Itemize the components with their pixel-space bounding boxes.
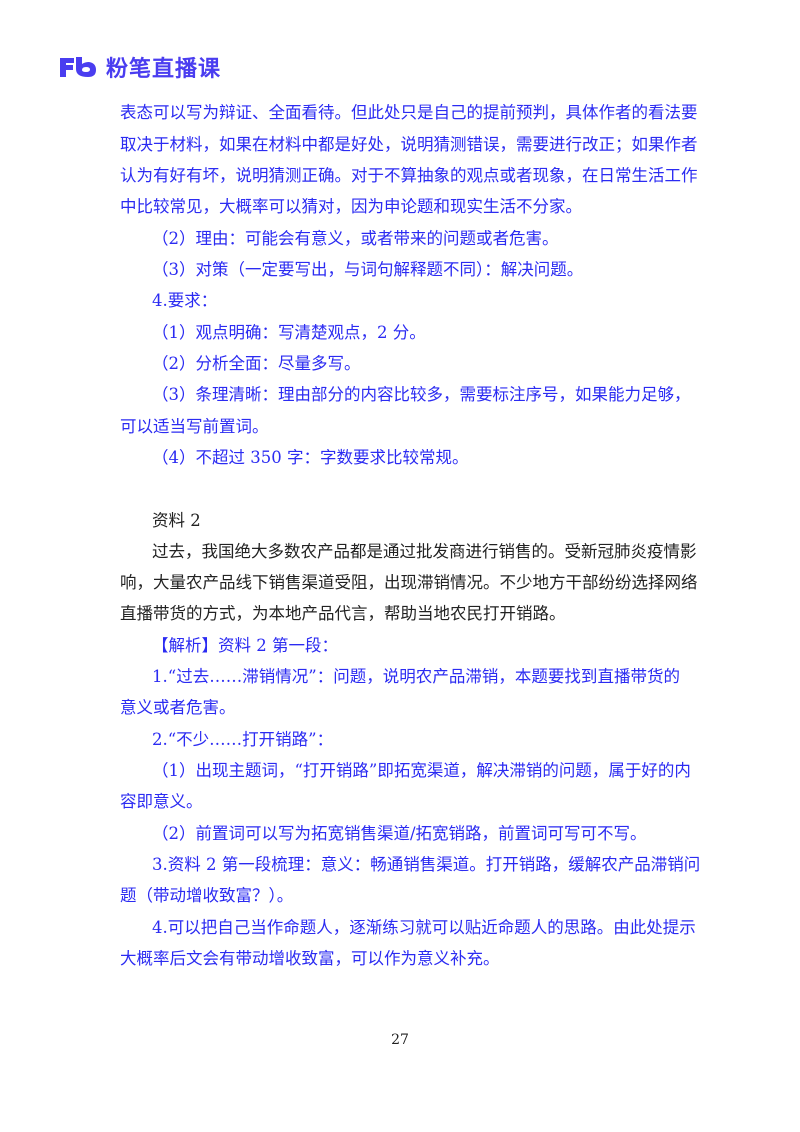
text-line: 大概率后文会有带动增收致富，可以作为意义补充。 [120,949,500,968]
text-line: 响，大量农产品线下销售渠道受阻，出现滞销情况。不少地方干部纷纷选择网络 [120,573,698,592]
text-line: （2）分析全面：尽量多写。 [152,354,361,373]
text-line: 2.“不少……打开销路”： [152,730,334,749]
text-line: 4.可以把自己当作命题人，逐渐练习就可以贴近命题人的思路。由此处提示 [152,918,696,937]
text-line: 4.要求： [152,291,218,310]
analysis-heading: 【解析】资料 2 第一段： [152,636,338,655]
text-line: 中比较常见，大概率可以猜对，因为申论题和现实生活不分家。 [120,197,582,216]
text-line: 题（带动增收致富？）。 [120,886,294,905]
text-line: （3）条理清晰：理由部分的内容比较多，需要标注序号，如果能力足够， [152,385,691,404]
text-line: 3.资料 2 第一段梳理：意义：畅通销售渠道。打开销路，缓解农产品滞销问 [152,855,701,874]
fb-logo-icon [60,57,96,77]
text-line: （1）观点明确：写清楚观点，2 分。 [152,323,426,342]
page-number: 27 [391,1032,409,1048]
text-line: 1.“过去……滞销情况”：问题，说明农产品滞销，本题要找到直播带货的 [152,667,680,686]
section-heading: 资料 2 [152,511,201,530]
text-line: （3）对策（一定要写出，与词句解释题不同）：解决问题。 [152,260,584,279]
logo-text: 粉笔直播课 [106,57,222,82]
text-line: （1）出现主题词，“打开销路”即拓宽渠道，解决滞销的问题，属于好的内 [152,761,691,780]
text-line: 取决于材料，如果在材料中都是好处，说明猜测错误，需要进行改正；如果作者 [120,135,698,154]
brand-logo: 粉笔直播课 [58,52,221,82]
text-line: 表态可以写为辩证、全面看待。但此处只是自己的提前预判，具体作者的看法要 [120,103,698,122]
text-line: 直播带货的方式，为本地产品代言，帮助当地农民打开销路。 [120,604,566,623]
text-line: （2）理由：可能会有意义，或者带来的问题或者危害。 [152,229,559,248]
text-line: 意义或者危害。 [120,698,236,717]
text-line: 可以适当写前置词。 [120,417,269,436]
text-line: （2）前置词可以写为拓宽销售渠道/拓宽销路，前置词可写可不写。 [152,824,647,843]
text-line: （4）不超过 350 字：字数要求比较常规。 [152,448,469,467]
text-line: 认为有好有坏，说明猜测正确。对于不算抽象的观点或者现象，在日常生活工作 [120,166,698,185]
text-line: 过去，我国绝大多数农产品都是通过批发商进行销售的。受新冠肺炎疫情影 [152,542,697,561]
text-line: 容即意义。 [120,792,203,811]
